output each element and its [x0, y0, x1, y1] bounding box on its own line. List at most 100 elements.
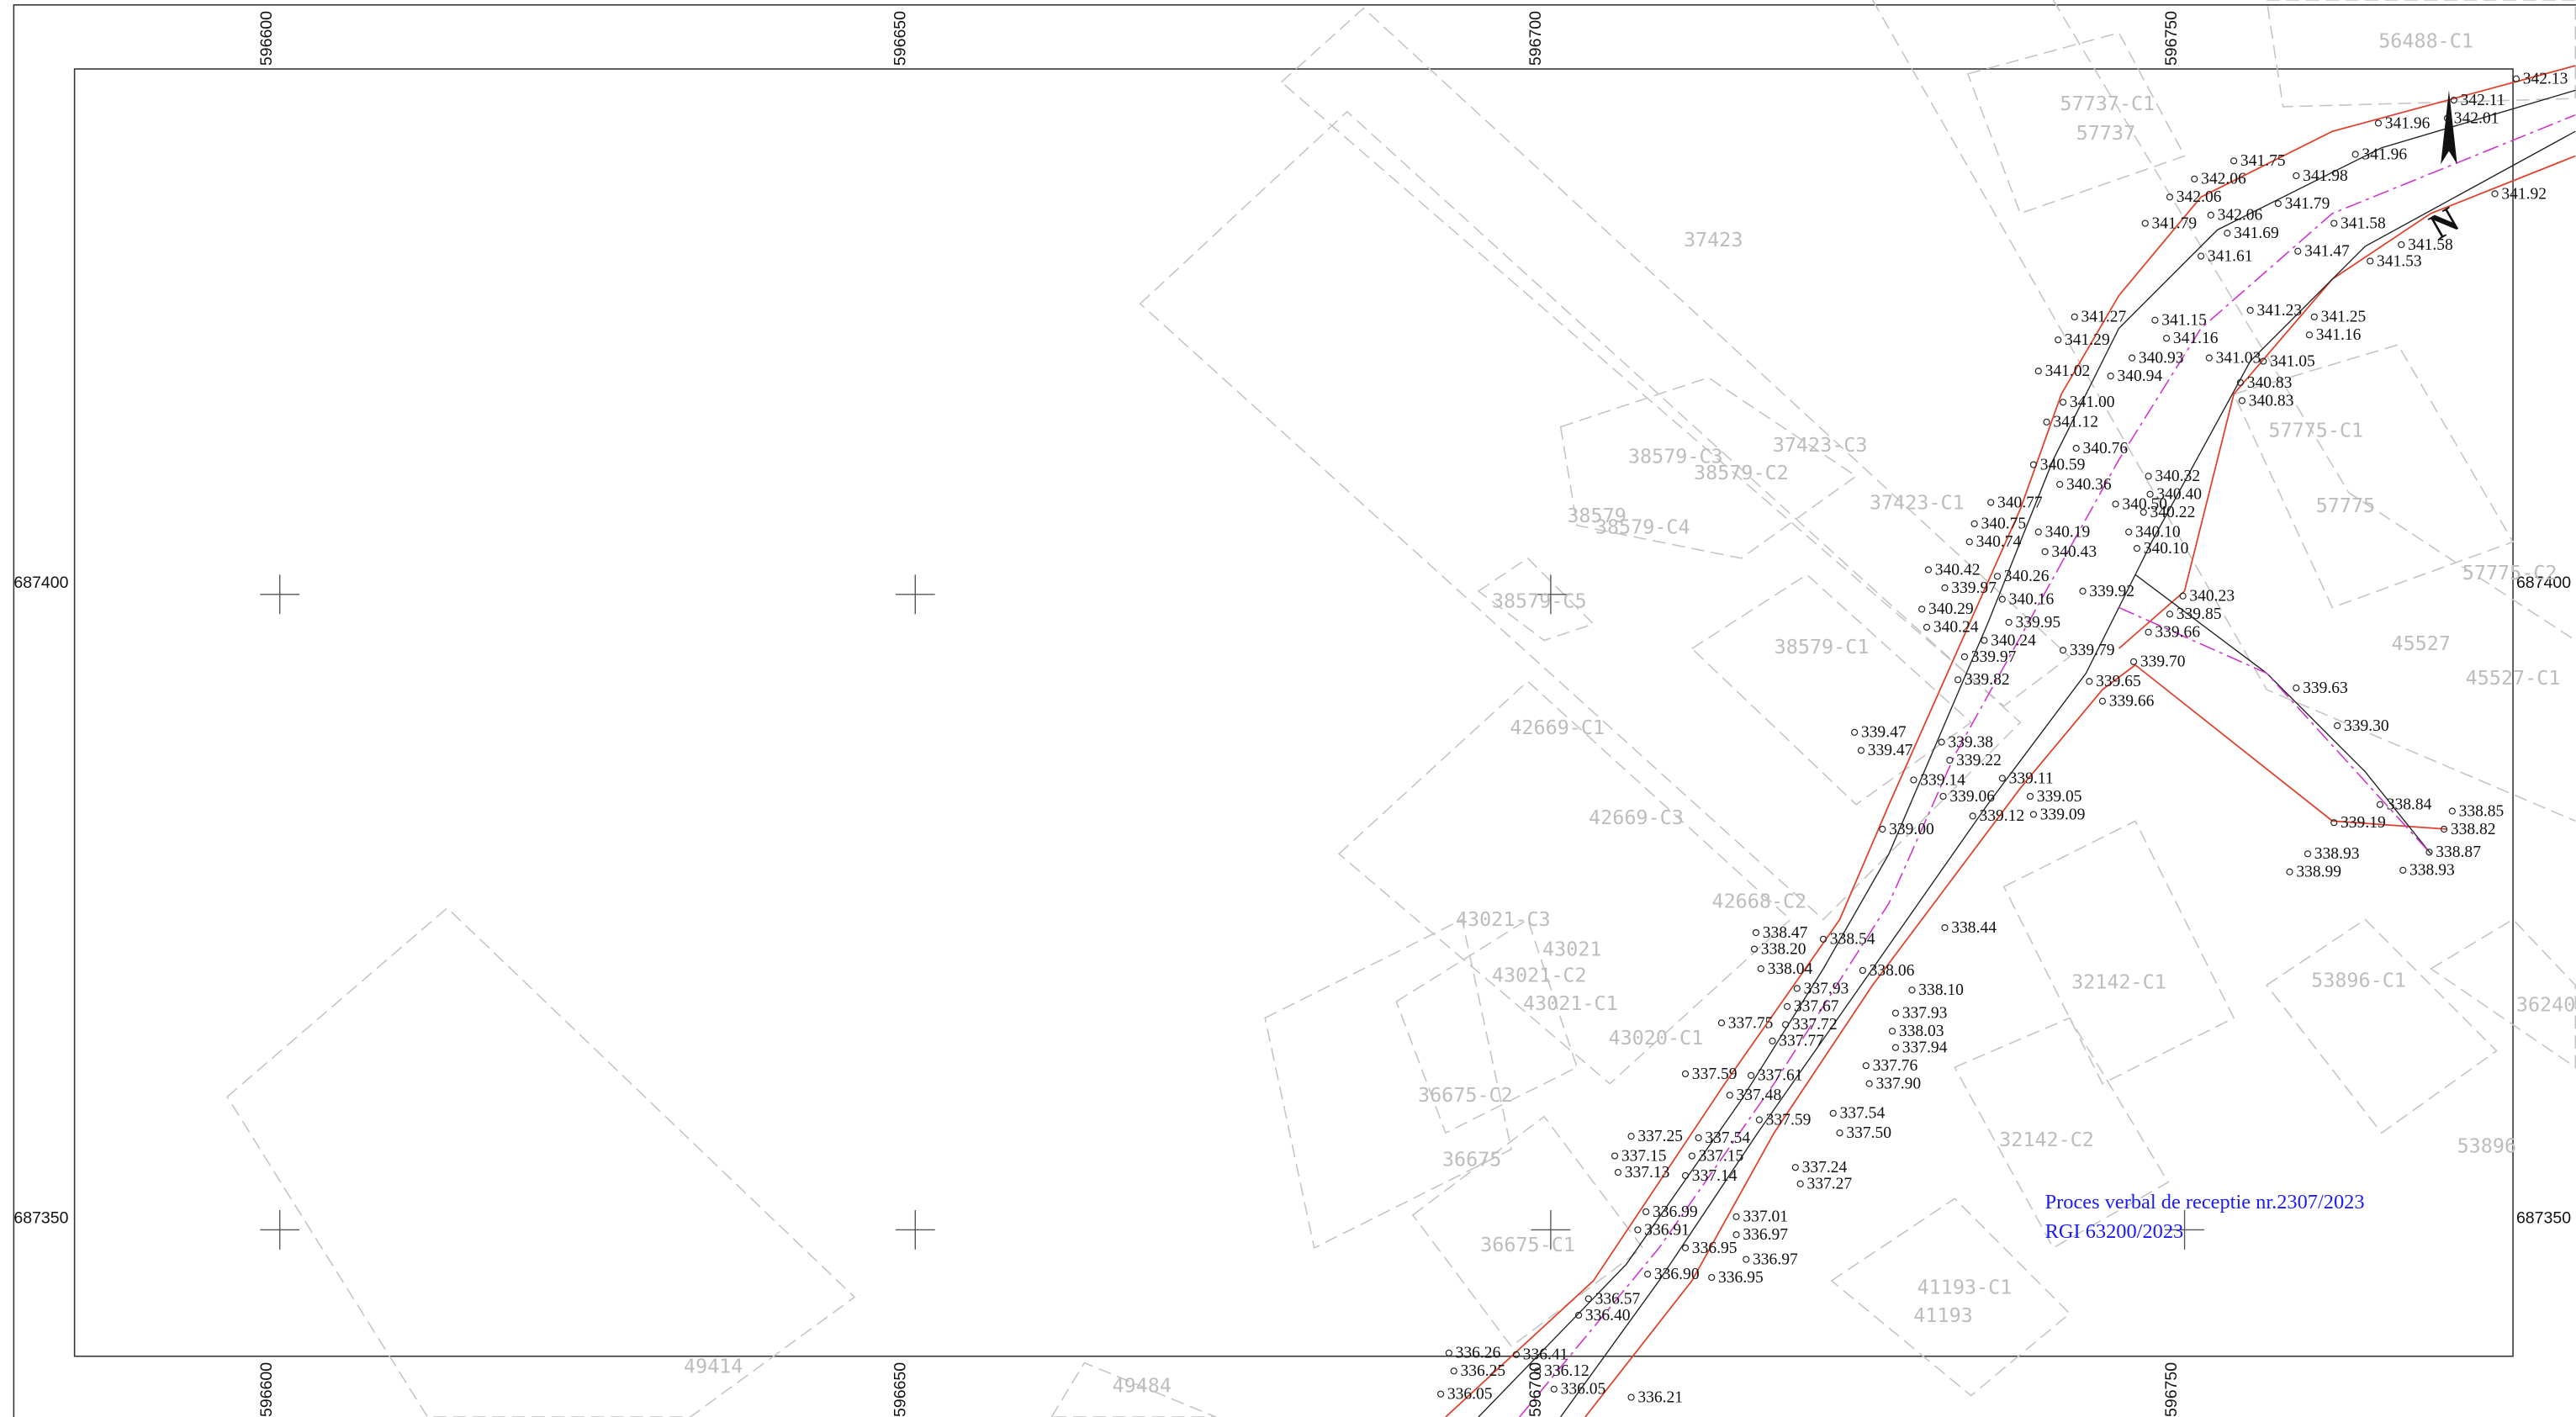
elevation-label: 337.72: [1792, 1016, 1838, 1034]
survey-point: [2162, 335, 2171, 342]
survey-point: [1611, 1152, 1619, 1160]
survey-point: [1757, 965, 1764, 973]
elevation-label: 339.97: [1951, 579, 1997, 597]
survey-point: [1918, 605, 1926, 613]
survey-point: [2260, 357, 2267, 365]
elevation-label: 338.04: [1768, 960, 1813, 978]
survey-point: [1642, 1208, 1650, 1216]
elevation-label: 336.05: [1447, 1386, 1493, 1404]
elevation-label: 339.82: [1965, 671, 2010, 689]
elevation-label: 338.93: [2314, 845, 2360, 863]
survey-point: [2399, 866, 2407, 874]
grid-x-label: 596700: [1526, 11, 1545, 66]
survey-point: [1946, 756, 1954, 764]
elevation-label: 340.93: [2139, 350, 2184, 367]
survey-point: [1879, 825, 1886, 833]
survey-point: [2293, 172, 2300, 180]
elevation-label: 339.09: [2040, 806, 2086, 823]
elevation-label: 341.79: [2152, 214, 2198, 232]
survey-point: [2034, 528, 2042, 536]
parcel-label: 36675: [1442, 1147, 1501, 1171]
grid-y-label: 687350: [13, 1209, 68, 1228]
parcel-label: 57775-C2: [2462, 561, 2557, 584]
survey-point: [2376, 801, 2384, 808]
survey-point: [1941, 584, 1949, 592]
parcel-label: 38579-C2: [1694, 461, 1789, 484]
survey-point: [2079, 587, 2087, 595]
parcel-label: 45527-C1: [2466, 666, 2561, 690]
survey-point: [2029, 461, 2038, 468]
parcel-label: 57737: [2076, 121, 2135, 145]
elevation-label: 336.97: [1743, 1226, 1788, 1244]
elevation-label: 341.98: [2303, 167, 2348, 185]
survey-point: [1924, 566, 1933, 574]
survey-point: [1981, 637, 1988, 644]
elevation-label: 336.95: [1718, 1269, 1764, 1287]
elevation-label: 337.77: [1779, 1033, 1824, 1050]
parcel-label: 38579-C5: [1492, 589, 1587, 612]
survey-point: [1726, 1092, 1733, 1099]
elevation-label: 340.29: [1928, 600, 1974, 618]
road-lines: [1445, 65, 2576, 1417]
elevation-label: 336.21: [1637, 1388, 1683, 1406]
parcel-label: 37423-C1: [1870, 490, 1965, 514]
elevation-label: 337.01: [1743, 1208, 1788, 1226]
grid-y-label: 687400: [13, 574, 68, 592]
elevation-label: 340.43: [2051, 543, 2097, 561]
survey-point: [1923, 623, 1931, 631]
survey-point: [1796, 1180, 1804, 1187]
parcel-label: 53896: [2457, 1134, 2516, 1158]
parcel-label: 38579-C1: [1775, 635, 1870, 658]
elevation-label: 339.38: [1948, 733, 1993, 751]
survey-point: [1859, 966, 1866, 975]
elevation-label: 341.69: [2234, 225, 2279, 242]
parcel-label: 53896-C1: [2311, 968, 2406, 991]
elevation-label: 341.16: [2173, 330, 2219, 347]
survey-point: [1627, 1133, 1635, 1140]
survey-point: [2145, 628, 2152, 636]
survey-point: [2351, 151, 2359, 158]
survey-point: [2330, 819, 2338, 827]
elevation-label: 336.05: [1561, 1381, 1606, 1398]
parcel-label: 32142-C2: [1999, 1128, 2094, 1151]
elevation-label: 340.94: [2118, 367, 2163, 385]
survey-point: [2059, 399, 2067, 406]
survey-point: [2374, 119, 2383, 127]
elevation-label: 337.76: [1873, 1057, 1918, 1075]
survey-point: [1614, 1168, 1622, 1176]
elevation-label: 340.10: [2144, 540, 2189, 558]
elevation-label: 339.11: [2009, 769, 2054, 787]
elevation-label: 338.87: [2436, 843, 2481, 861]
survey-point: [1783, 1002, 1791, 1010]
elevation-label: 341.58: [2408, 236, 2453, 254]
elevation-label: 341.92: [2501, 185, 2547, 203]
survey-point: [1574, 1311, 1583, 1319]
elevation-label: 339.14: [1920, 771, 1965, 789]
survey-point: [1954, 676, 1962, 684]
survey-point: [2145, 473, 2152, 480]
survey-point: [1970, 520, 1978, 527]
parcel-label: 32142-C1: [2071, 970, 2166, 993]
elevation-label: 339.00: [1889, 821, 1934, 838]
elevation-label: 340.10: [2135, 523, 2181, 541]
parcel-label: 41193: [1913, 1303, 1972, 1327]
grid-x-label: 596650: [891, 11, 910, 66]
survey-point: [2146, 490, 2154, 498]
elevation-label: 336.90: [1654, 1266, 1700, 1283]
survey-point: [1793, 985, 1801, 992]
elevation-label: 339.06: [1949, 788, 1995, 806]
elevation-label: 340.76: [2083, 440, 2129, 457]
outer-frame: [13, 4, 2576, 1417]
parcel-label: 57775-C1: [2268, 418, 2363, 441]
elevation-label: 336.40: [1585, 1307, 1631, 1324]
parcel-label: 36675-C2: [1418, 1083, 1513, 1107]
parcel-label: 38579: [1567, 504, 1626, 527]
elevation-label: 342.06: [2218, 207, 2263, 225]
elevation-label: 340.83: [2249, 392, 2294, 410]
survey-point: [2133, 545, 2141, 553]
survey-point: [2043, 418, 2050, 426]
survey-point: [1512, 1351, 1520, 1358]
elevation-label: 339.47: [1868, 742, 1913, 759]
survey-point: [2140, 509, 2147, 516]
